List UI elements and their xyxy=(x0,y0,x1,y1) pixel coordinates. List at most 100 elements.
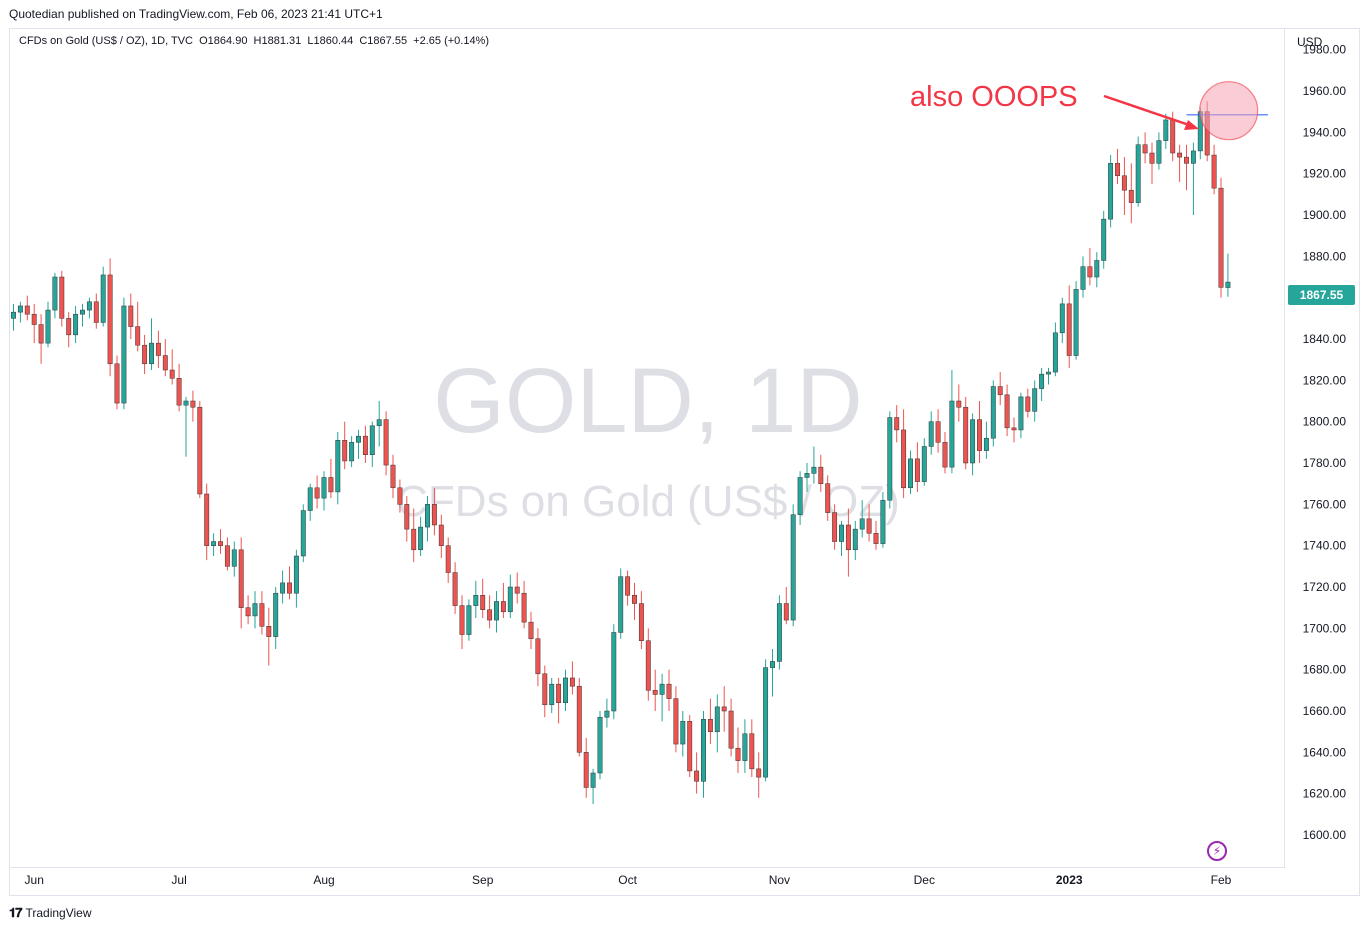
candle xyxy=(983,421,989,459)
candle-body xyxy=(425,504,430,528)
candle-body xyxy=(645,640,651,691)
candle xyxy=(804,463,810,492)
price-tick-label: 1920.00 xyxy=(1303,167,1347,181)
candle-body xyxy=(1046,371,1051,375)
candle-body xyxy=(1073,289,1079,356)
candle-body xyxy=(866,518,872,534)
candle xyxy=(514,572,520,604)
lightning-icon[interactable]: ⚡ xyxy=(1207,841,1227,861)
candle xyxy=(1225,253,1231,297)
candle xyxy=(770,649,775,697)
candle xyxy=(707,698,713,745)
candle xyxy=(1004,384,1010,437)
candle xyxy=(1108,155,1114,228)
candle xyxy=(245,595,251,625)
candle xyxy=(162,339,168,377)
candle xyxy=(293,549,299,608)
highlight-circle xyxy=(1199,81,1259,141)
candle-body xyxy=(880,499,886,544)
candle xyxy=(252,591,258,629)
candle xyxy=(901,409,907,499)
candle-body xyxy=(190,400,196,408)
candle-body xyxy=(1184,156,1189,164)
candle-body xyxy=(418,526,424,551)
candle xyxy=(335,432,341,505)
candle-body xyxy=(466,605,472,635)
candle xyxy=(659,673,665,722)
price-tick-label: 1900.00 xyxy=(1303,208,1347,222)
candle-body xyxy=(17,305,23,313)
candle-body xyxy=(790,514,796,621)
watermark-symbol: GOLD, 1D xyxy=(433,350,862,452)
candle xyxy=(452,562,458,614)
candle-body xyxy=(356,435,361,443)
time-tick-label: Aug xyxy=(313,873,334,887)
candle-body xyxy=(452,572,458,606)
price-tick-label: 1820.00 xyxy=(1303,373,1347,387)
candle xyxy=(445,537,451,583)
candle-body xyxy=(1128,189,1134,203)
candle xyxy=(390,454,396,499)
candle-body xyxy=(1177,152,1183,158)
candle xyxy=(652,669,658,711)
price-tick-label: 1600.00 xyxy=(1303,828,1347,842)
candle xyxy=(935,409,941,453)
annotation-text: also OOOPS xyxy=(910,81,1078,113)
candle-body xyxy=(149,342,154,365)
candle-body xyxy=(1052,332,1058,373)
candle xyxy=(349,436,355,468)
candle xyxy=(928,411,934,455)
candle-body xyxy=(438,524,444,546)
candle-body xyxy=(908,458,913,489)
candle-body xyxy=(1039,373,1045,389)
candle-body xyxy=(52,276,58,311)
candle xyxy=(1211,144,1217,195)
candle-body xyxy=(404,504,410,530)
candle xyxy=(266,607,272,666)
time-tick-label: Nov xyxy=(769,873,790,887)
candle-body xyxy=(873,533,879,544)
candle-body xyxy=(390,464,396,489)
candle-body xyxy=(625,576,631,596)
candle-body xyxy=(845,524,851,551)
candle-body xyxy=(521,592,527,623)
candle xyxy=(845,508,851,577)
last-price-tag: 1867.55 xyxy=(1288,285,1355,305)
annotation-arrowhead xyxy=(1184,120,1199,130)
candle-body xyxy=(411,528,417,551)
watermark-description: CFDs on Gold (US$ / OZ) xyxy=(396,477,900,526)
candle xyxy=(169,349,175,385)
candle xyxy=(362,425,368,463)
price-tick-label: 1880.00 xyxy=(1303,249,1347,263)
candle-body xyxy=(321,477,327,499)
candle xyxy=(438,514,444,559)
candle-body xyxy=(1080,266,1086,290)
candle xyxy=(280,570,286,604)
candle xyxy=(1163,113,1169,149)
candle-body xyxy=(673,698,679,745)
candle xyxy=(1142,132,1148,164)
candle-body xyxy=(638,603,644,641)
candle-body xyxy=(921,446,927,482)
candle-body xyxy=(293,555,299,594)
candle-body xyxy=(569,677,575,687)
candle-body xyxy=(349,442,355,462)
candle-body xyxy=(162,355,168,371)
candle-body xyxy=(928,421,934,447)
candle xyxy=(569,661,575,695)
candle-body xyxy=(300,510,306,557)
candle xyxy=(24,295,30,321)
footer-brand[interactable]: 𝟏𝟕 TradingView xyxy=(9,905,92,921)
candle xyxy=(1059,297,1065,344)
candle xyxy=(521,580,527,629)
candle xyxy=(1087,248,1093,286)
candle-body xyxy=(59,276,65,319)
candle-body xyxy=(73,313,79,336)
candle-body xyxy=(970,419,976,464)
candle xyxy=(487,595,493,629)
candle xyxy=(1032,380,1038,422)
candle xyxy=(86,297,92,319)
candle-body xyxy=(507,586,513,613)
candle xyxy=(942,432,948,474)
